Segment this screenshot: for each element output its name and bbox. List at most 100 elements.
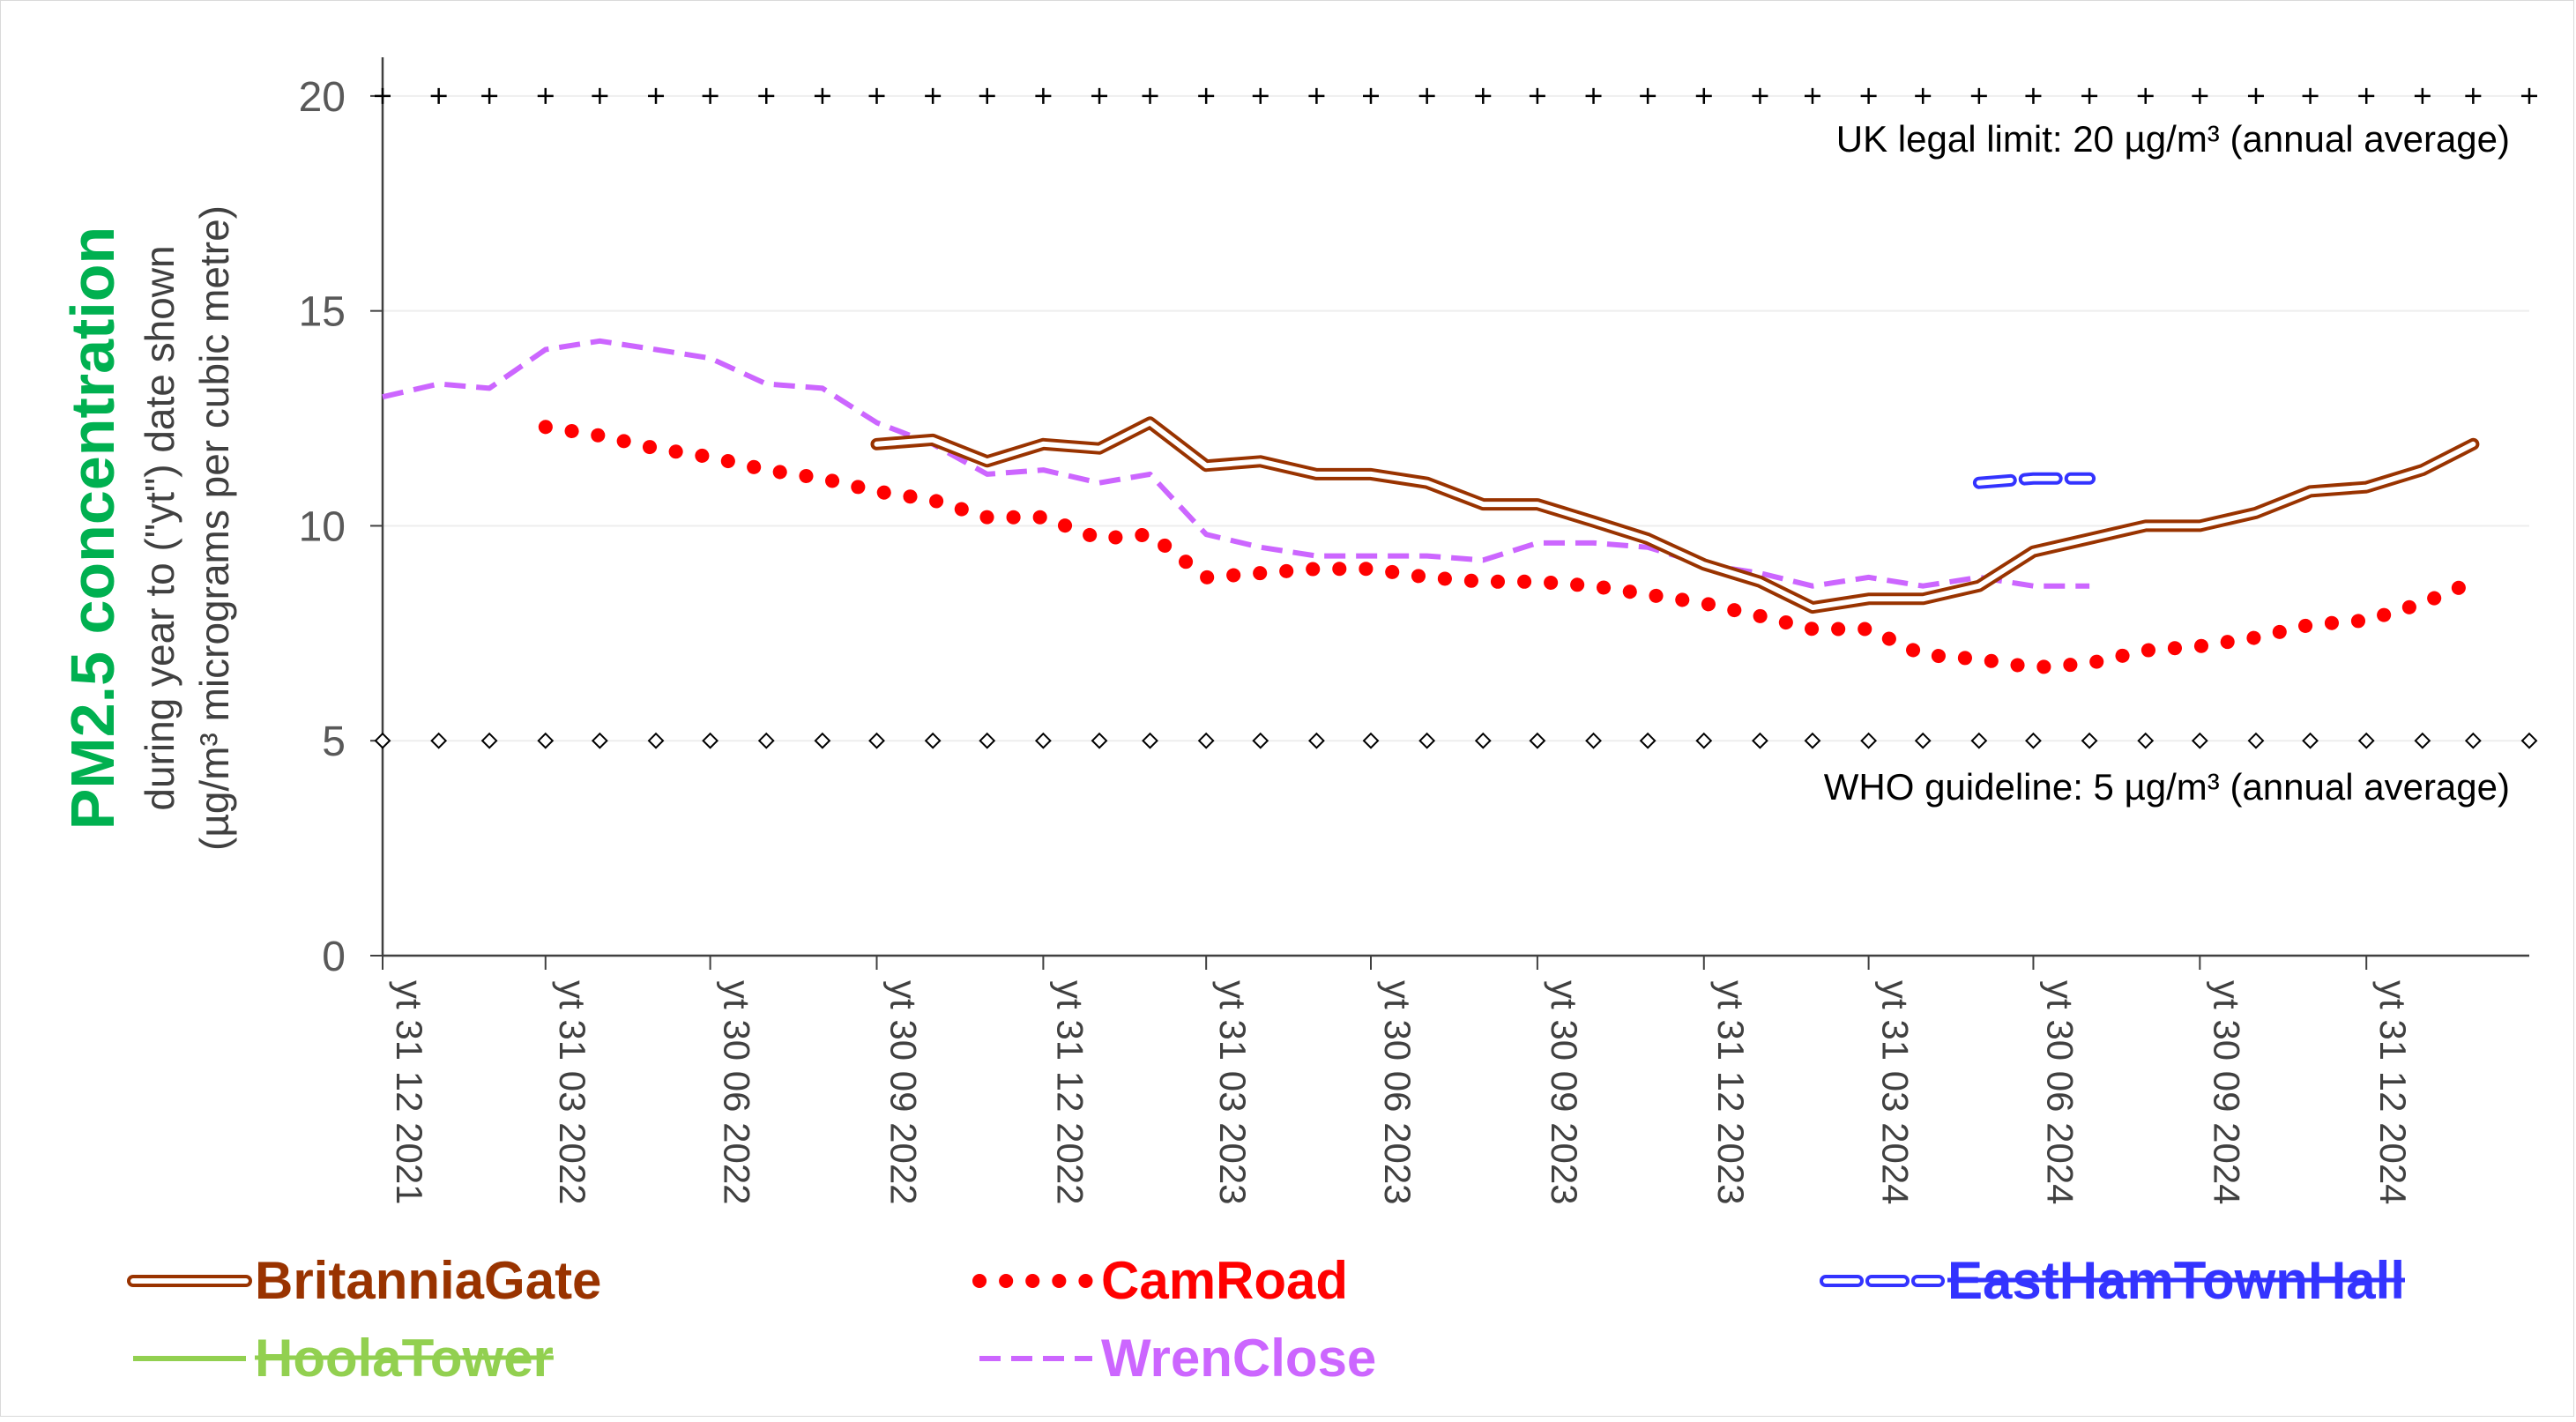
y-tick-label: 5 (322, 718, 346, 765)
ref-marker-diamond (1752, 732, 1768, 749)
legend-item-cam-road: CamRoad (972, 1251, 1348, 1310)
ref-marker-diamond (2247, 732, 2265, 749)
y-tick-label: 20 (299, 74, 346, 121)
legend-item-britannia-gate: BritanniaGate (127, 1251, 601, 1310)
ref-marker-diamond (814, 732, 831, 749)
ref-marker-diamond (591, 732, 608, 749)
ref-marker-diamond (2414, 732, 2431, 749)
ref-marker-plus (1035, 87, 1052, 104)
y-axis-title-line1: during year to ("yt") date shown (137, 245, 182, 810)
legend-label-wren-close: WrenClose (1101, 1329, 1376, 1388)
ref-marker-diamond (1252, 732, 1269, 749)
ref-marker-plus (648, 87, 665, 104)
x-tick-label: yt 30 06 2022 (717, 980, 758, 1205)
y-tick-label: 0 (322, 934, 346, 980)
ref-marker-plus (702, 87, 718, 104)
ref-marker-plus (1363, 87, 1379, 104)
legend-label-cam-road: CamRoad (1101, 1251, 1348, 1310)
legend: BritanniaGate CamRoad EastHamTownHall Hoola… (127, 1251, 2405, 1388)
ref-marker-plus (481, 87, 498, 104)
ref-marker-plus (925, 87, 942, 104)
ref-marker-plus (1142, 87, 1158, 104)
series-line-east-ham-town-hall-inner (1976, 475, 2093, 486)
ref-marker-diamond (2191, 732, 2208, 749)
ref-marker-plus (2414, 87, 2431, 104)
ref-marker-plus (375, 87, 391, 104)
x-tick-label: yt 30 09 2023 (1544, 980, 1585, 1205)
ref-marker-diamond (1695, 732, 1713, 749)
x-tick-label: yt 30 09 2024 (2206, 980, 2247, 1205)
y-tick-label: 10 (299, 503, 346, 550)
x-tick-label: yt 31 12 2023 (1710, 980, 1752, 1205)
ref-marker-plus (1475, 87, 1492, 104)
ref-marker-diamond (1639, 732, 1657, 749)
ref-marker-diamond (647, 732, 665, 749)
ref-marker-plus (1198, 87, 1215, 104)
x-tick-label: yt 30 09 2022 (883, 980, 925, 1205)
ref-marker-plus (592, 87, 608, 104)
series-line-britannia-gate-inner (874, 420, 2476, 611)
ref-marker-plus (1418, 87, 1435, 104)
ref-marker-diamond (1307, 732, 1325, 749)
ref-marker-diamond (979, 732, 996, 749)
ref-marker-plus (2358, 87, 2375, 104)
ref-marker-diamond (2137, 732, 2155, 749)
ref-marker-plus (2302, 87, 2319, 104)
ref-marker-diamond (1142, 732, 1158, 749)
ref-marker-plus (2137, 87, 2154, 104)
reference-line-label: WHO guideline: 5 µg/m³ (annual average) (1824, 766, 2510, 808)
ref-marker-diamond (374, 732, 391, 749)
ref-marker-diamond (702, 732, 719, 749)
ref-marker-plus (1252, 87, 1269, 104)
ref-marker-diamond (480, 732, 498, 749)
ref-marker-diamond (1474, 732, 1492, 749)
ref-marker-diamond (2302, 732, 2319, 749)
ref-marker-diamond (1197, 732, 1215, 749)
ref-marker-plus (1915, 87, 1932, 104)
ref-marker-plus (1860, 87, 1877, 104)
legend-item-hoola-tower: HoolaTower (133, 1329, 554, 1388)
ref-marker-plus (1970, 87, 1987, 104)
x-tick-label: yt 31 03 2023 (1212, 980, 1254, 1205)
ref-marker-plus (430, 87, 447, 104)
ref-marker-plus (2521, 87, 2537, 104)
ref-marker-diamond (2357, 732, 2375, 749)
ref-marker-plus (2465, 87, 2482, 104)
ref-marker-diamond (430, 732, 448, 749)
series-line-britannia-gate (870, 416, 2480, 614)
series-line-wren-close (382, 338, 2090, 589)
y-axis-title-line2: (µg/m³ micrograms per cubic metre) (191, 205, 237, 851)
x-tick-label: yt 31 12 2022 (1049, 980, 1091, 1205)
y-axis-title-main: PM2.5 concentration (58, 227, 127, 830)
ref-marker-plus (2247, 87, 2264, 104)
ref-marker-plus (1585, 87, 1602, 104)
series-line-cam-road (538, 420, 2481, 675)
ref-marker-diamond (924, 732, 942, 749)
ref-marker-diamond (1529, 732, 1546, 749)
ref-marker-diamond (1585, 732, 1602, 749)
x-tick-label: yt 31 12 2024 (2372, 980, 2414, 1205)
ref-marker-diamond (1034, 732, 1052, 749)
x-tick-label: yt 31 03 2022 (552, 980, 593, 1205)
ref-marker-plus (1308, 87, 1325, 104)
reference-line-label: UK legal limit: 20 µg/m³ (annual average… (1836, 118, 2510, 160)
ref-marker-diamond (1362, 732, 1380, 749)
ref-marker-diamond (1804, 732, 1821, 749)
ref-marker-plus (1804, 87, 1820, 104)
ref-marker-plus (1640, 87, 1657, 104)
ref-marker-diamond (1091, 732, 1108, 749)
ref-marker-plus (868, 87, 885, 104)
ref-marker-diamond (1914, 732, 1932, 749)
ref-marker-plus (814, 87, 830, 104)
reference-lines: UK legal limit: 20 µg/m³ (annual average… (374, 87, 2538, 808)
ref-marker-plus (1695, 87, 1712, 104)
ref-marker-plus (1752, 87, 1768, 104)
data-series (382, 338, 2481, 675)
x-tick-label: yt 30 06 2024 (2039, 980, 2081, 1205)
x-tick-label: yt 30 06 2023 (1377, 980, 1418, 1205)
ref-marker-diamond (1970, 732, 1988, 749)
ref-marker-plus (2025, 87, 2042, 104)
ref-marker-diamond (537, 732, 555, 749)
